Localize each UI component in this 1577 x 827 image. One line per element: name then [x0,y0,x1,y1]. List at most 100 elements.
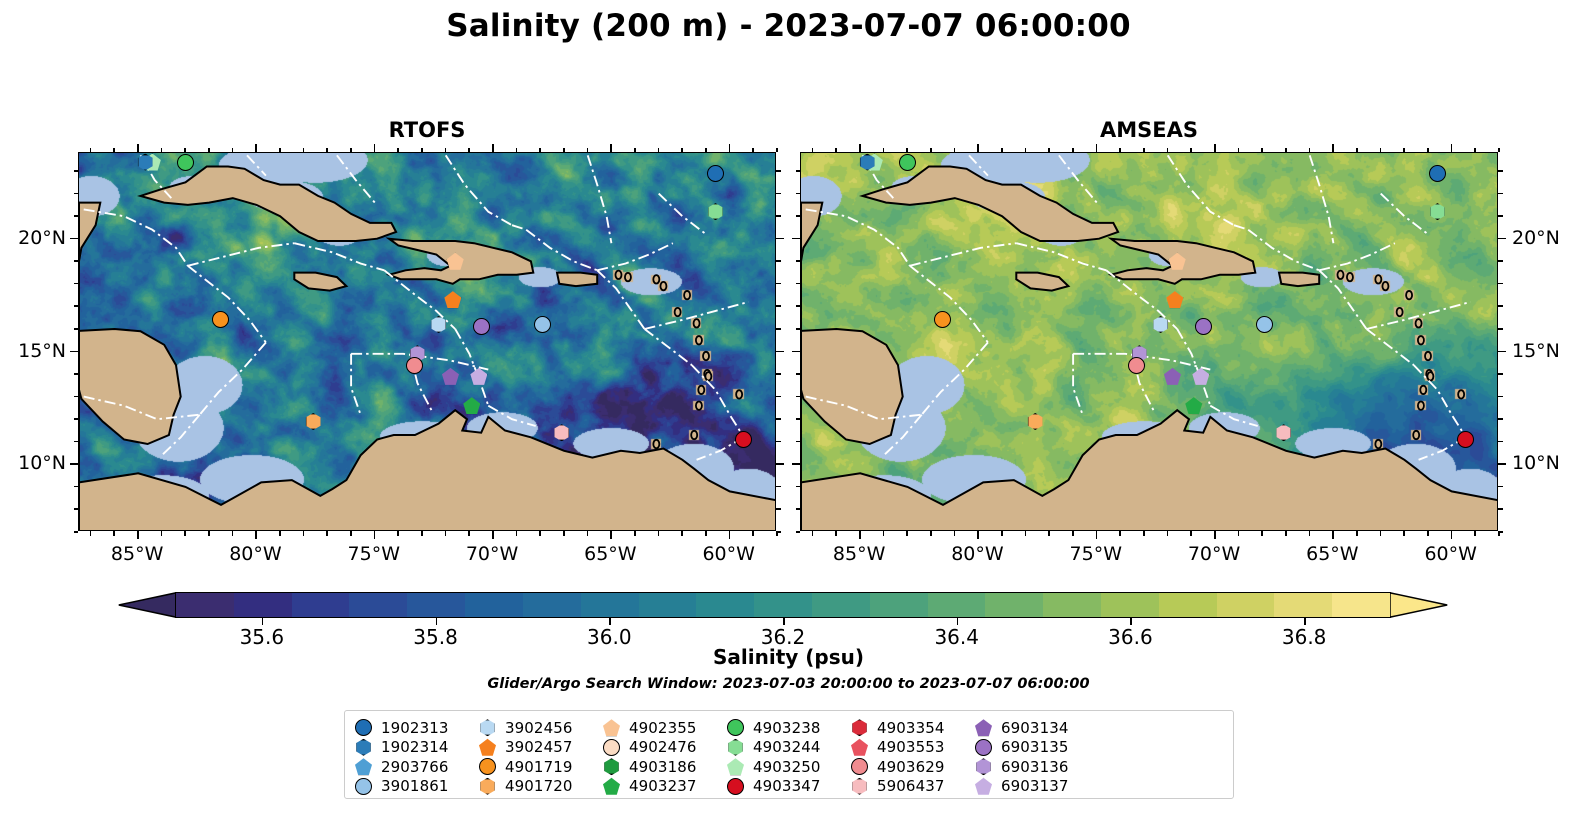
marker-glyph-circle [355,719,372,737]
legend-item-4903237[interactable]: 4903237 [603,777,727,797]
marker-4901719-map-amseas[interactable] [934,311,952,329]
marker-3902457-legend[interactable] [479,738,496,756]
marker-4901719-map-rtofs[interactable] [212,311,230,329]
legend-item-6903137[interactable]: 6903137 [975,777,1099,797]
legend-marker-4901720 [479,777,496,795]
legend-item-2903766[interactable]: 2903766 [355,757,479,777]
legend-item-4903250[interactable]: 4903250 [727,757,851,777]
marker-4903347-map-rtofs[interactable] [735,431,753,448]
marker-4903238-legend[interactable] [727,719,744,737]
marker-6903136-legend[interactable] [975,758,992,776]
map-amseas[interactable] [800,152,1498,531]
marker-3901861-map-amseas[interactable] [1256,315,1274,333]
marker-1902314-legend[interactable] [355,738,372,756]
marker-6903134-legend[interactable] [975,719,992,737]
marker-1902313-map-rtofs[interactable] [706,164,724,182]
marker-4901719-legend[interactable] [479,758,496,776]
marker-4903629-legend[interactable] [851,758,868,776]
marker-4903237-map-amseas[interactable] [1185,397,1203,415]
marker-3902456-map-amseas[interactable] [1152,315,1169,333]
marker-4903244-map-amseas[interactable] [1429,203,1446,221]
marker-3901861-map-rtofs[interactable] [534,315,552,333]
legend-item-4903347[interactable]: 4903347 [727,777,851,797]
legend-item-1902313[interactable]: 1902313 [355,718,479,738]
legend-item-4903186[interactable]: 4903186 [603,757,727,777]
marker-6903135-map-amseas[interactable] [1194,318,1212,336]
page-title: Salinity (200 m) - 2023-07-07 06:00:00 [446,8,1131,44]
marker-6903137-map-amseas[interactable] [1192,367,1210,385]
y-tick-minor [1498,531,1503,533]
y-tick [792,463,800,465]
x-tick-minor [515,531,518,536]
marker-4902476-legend[interactable] [603,738,620,756]
x-tick-minor [634,147,636,152]
marker-4903354-legend[interactable] [851,719,868,737]
marker-6903134-map-rtofs[interactable] [441,367,459,385]
legend-item-4903553[interactable]: 4903553 [851,738,975,758]
marker-1902313-map-amseas[interactable] [1428,164,1446,182]
y-tick-minor [73,305,78,307]
marker-4903244-legend[interactable] [727,738,744,756]
marker-3902456-legend[interactable] [479,719,496,737]
marker-4903237-legend[interactable] [603,777,620,795]
legend-item-4903629[interactable]: 4903629 [851,757,975,777]
legend-item-4901720[interactable]: 4901720 [479,777,603,797]
marker-6903134-map-amseas[interactable] [1163,367,1181,385]
y-tick-minor [73,170,78,172]
marker-5906437-legend[interactable] [851,777,868,795]
marker-4903553-legend[interactable] [851,738,868,756]
marker-1902313-legend[interactable] [355,719,372,737]
marker-4903238-map-rtofs[interactable] [176,153,194,171]
marker-4901720-map-rtofs[interactable] [305,412,322,430]
marker-4901720-map-amseas[interactable] [1027,412,1044,430]
legend-item-3902457[interactable]: 3902457 [479,738,603,758]
x-tick-minor [350,147,352,152]
x-tick-minor [1356,531,1358,536]
marker-4903237-map-rtofs[interactable] [463,397,481,415]
marker-4903347-legend[interactable] [727,777,744,795]
marker-4903250-legend[interactable] [727,758,744,776]
legend-item-6903135[interactable]: 6903135 [975,738,1099,758]
marker-2903766-legend[interactable] [355,758,372,776]
marker-4902355-legend[interactable] [603,719,620,737]
marker-3902456-map-rtofs[interactable] [430,315,447,333]
marker-4902355-map-rtofs[interactable] [446,252,464,270]
marker-6903135-legend[interactable] [975,738,992,756]
marker-5906437-map-rtofs[interactable] [553,424,570,442]
legend-label-6903135: 6903135 [1001,738,1069,757]
marker-4902355-map-amseas[interactable] [1168,252,1186,270]
marker-4903347-map-amseas[interactable] [1457,431,1475,448]
legend-item-1902314[interactable]: 1902314 [355,738,479,758]
marker-6903137-map-rtofs[interactable] [470,367,488,385]
marker-glyph-circle [534,315,552,333]
marker-4903629-map-amseas[interactable] [1128,356,1146,374]
marker-6903137-legend[interactable] [975,777,992,795]
legend-item-4902355[interactable]: 4902355 [603,718,727,738]
marker-4901720-legend[interactable] [479,777,496,795]
map-rtofs[interactable] [78,152,776,531]
marker-3902457-map-amseas[interactable] [1166,291,1184,309]
legend-item-4903238[interactable]: 4903238 [727,718,851,738]
legend-item-6903134[interactable]: 6903134 [975,718,1099,738]
glider-argo-legend[interactable]: 1902313 1902314 2903766 3901861 3902456 39024… [344,710,1234,799]
marker-3902457-map-rtofs[interactable] [444,291,462,309]
marker-1902314-map-rtofs[interactable] [137,153,154,171]
legend-item-5906437[interactable]: 5906437 [851,777,975,797]
marker-6903135-map-rtofs[interactable] [472,318,490,336]
legend-item-4902476[interactable]: 4902476 [603,738,727,758]
marker-4903244-map-rtofs[interactable] [707,203,724,221]
legend-item-4901719[interactable]: 4901719 [479,757,603,777]
marker-3901861-legend[interactable] [355,777,372,795]
marker-4903629-map-rtofs[interactable] [406,356,424,374]
legend-item-4903244[interactable]: 4903244 [727,738,851,758]
x-tick-minor [350,531,352,536]
marker-4903186-legend[interactable] [603,758,620,776]
marker-4903238-map-amseas[interactable] [898,153,916,171]
legend-item-4903354[interactable]: 4903354 [851,718,975,738]
legend-item-3901861[interactable]: 3901861 [355,777,479,797]
legend-item-3902456[interactable]: 3902456 [479,718,603,738]
colorbar-band-20 [1332,593,1391,617]
marker-5906437-map-amseas[interactable] [1275,424,1292,442]
legend-item-6903136[interactable]: 6903136 [975,757,1099,777]
marker-1902314-map-amseas[interactable] [859,153,876,171]
